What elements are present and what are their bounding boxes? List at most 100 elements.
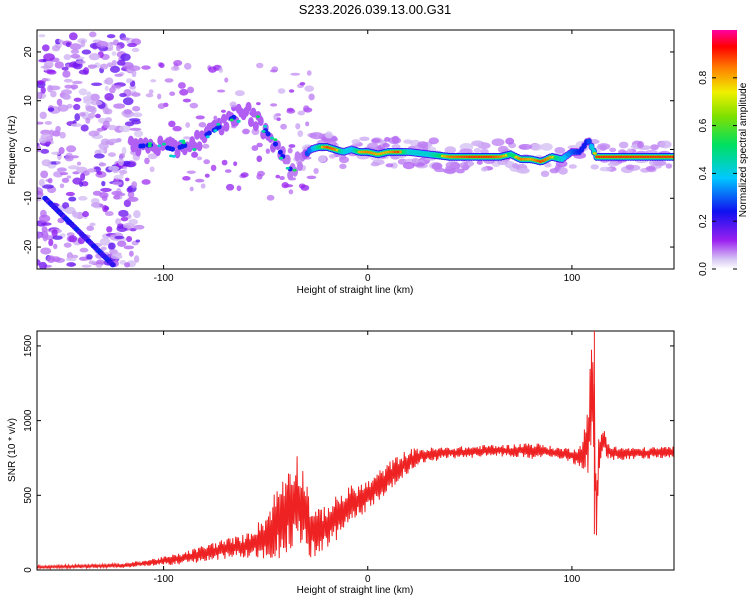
noise-blob	[47, 107, 55, 112]
noise-blob	[37, 91, 41, 99]
noise-blob	[112, 181, 123, 186]
noise-blob	[104, 85, 109, 92]
noise-blob	[81, 264, 92, 268]
ridge-halo	[659, 140, 672, 149]
ridge-halo	[473, 148, 482, 153]
noise-blob	[82, 211, 89, 218]
ridge-spot	[147, 144, 152, 148]
noise-blob	[128, 65, 141, 71]
snr-x-label: Height of straight line (km)	[297, 585, 414, 596]
noise-blob	[65, 257, 77, 262]
noise-blob	[100, 246, 107, 251]
noise-blob	[117, 158, 125, 166]
ridge-halo	[554, 147, 566, 154]
noise-blob	[133, 224, 145, 230]
noise-blob	[290, 72, 301, 76]
noise-blob	[117, 59, 126, 66]
noise-blob	[189, 102, 199, 109]
noise-blob	[41, 159, 52, 167]
ridge-band	[245, 101, 252, 112]
noise-blob	[89, 93, 100, 102]
noise-blob	[80, 39, 86, 48]
noise-blob	[100, 187, 112, 193]
noise-blob	[80, 173, 86, 181]
noise-blob	[242, 128, 250, 135]
noise-blob	[208, 66, 217, 73]
noise-blob	[42, 235, 48, 242]
ridge-band	[250, 107, 257, 118]
ridge-halo	[367, 142, 379, 150]
noise-blob	[102, 205, 109, 213]
noise-blob	[266, 194, 275, 201]
noise-blob	[191, 151, 199, 158]
noise-blob	[85, 117, 91, 124]
ridge-halo	[590, 164, 599, 170]
noise-blob	[233, 161, 238, 167]
noise-blob	[119, 125, 131, 133]
ridge-band-inner	[206, 130, 212, 136]
spectrogram-x-label: Height of straight line (km)	[297, 285, 414, 296]
noise-blob	[303, 105, 310, 112]
noise-blob	[256, 142, 263, 148]
x-tick-label: 0	[365, 273, 371, 284]
noise-blob	[44, 60, 54, 69]
ridge-halo	[480, 166, 488, 172]
ridge-halo	[443, 168, 457, 174]
noise-blob	[220, 109, 226, 113]
noise-blob	[123, 108, 132, 115]
noise-blob	[70, 49, 80, 54]
y-tick-label: 500	[23, 487, 34, 504]
noise-blob	[62, 208, 75, 213]
colorbar-label: Normalized spectral amplitude	[738, 82, 749, 217]
ridge-halo	[518, 143, 533, 150]
spectrogram-x-axis: -100 0 100	[154, 30, 581, 284]
noise-blob	[63, 78, 73, 83]
noise-blob	[304, 85, 315, 92]
ridge-halo	[599, 166, 612, 172]
noise-blob	[113, 194, 121, 200]
ridge-band	[223, 121, 230, 132]
noise-blob	[169, 91, 176, 96]
noise-blob	[66, 262, 77, 267]
noise-blob	[277, 88, 286, 94]
noise-blob	[63, 54, 72, 61]
noise-blob	[61, 89, 73, 95]
noise-blob	[189, 186, 194, 192]
noise-blob	[240, 172, 249, 178]
noise-blob	[78, 112, 86, 117]
ridge-halo	[467, 160, 474, 167]
ridge-halo	[625, 164, 635, 170]
noise-blob	[44, 120, 53, 125]
noise-blob	[50, 90, 57, 98]
noise-blob	[41, 184, 54, 189]
noise-blob	[55, 161, 61, 165]
ridge-spot	[261, 130, 266, 133]
noise-blob	[148, 89, 154, 94]
y-tick-label: -10	[23, 191, 34, 206]
noise-blob	[61, 66, 69, 71]
noise-blob	[159, 62, 165, 68]
noise-blob	[63, 242, 72, 248]
ridge-spot	[236, 120, 241, 123]
noise-blob	[88, 130, 100, 137]
noise-blob	[141, 65, 151, 70]
y-tick-label: 1000	[23, 409, 34, 432]
noise-blob	[107, 124, 117, 131]
noise-blob	[131, 119, 141, 125]
noise-blob	[198, 122, 207, 128]
noise-blob	[117, 240, 127, 247]
noise-blob	[39, 214, 51, 223]
noise-blob	[135, 239, 141, 243]
noise-blob	[221, 159, 228, 166]
noise-blob	[131, 181, 138, 189]
spectrogram-noise	[37, 31, 673, 269]
noise-blob	[127, 191, 135, 199]
noise-blob	[216, 89, 226, 93]
noise-blob	[96, 127, 104, 132]
ridge-halo	[544, 162, 552, 168]
ridge-spot	[213, 129, 218, 133]
ridge-band-inner	[182, 143, 188, 149]
ridge-halo	[382, 143, 390, 148]
noise-blob	[131, 69, 137, 78]
